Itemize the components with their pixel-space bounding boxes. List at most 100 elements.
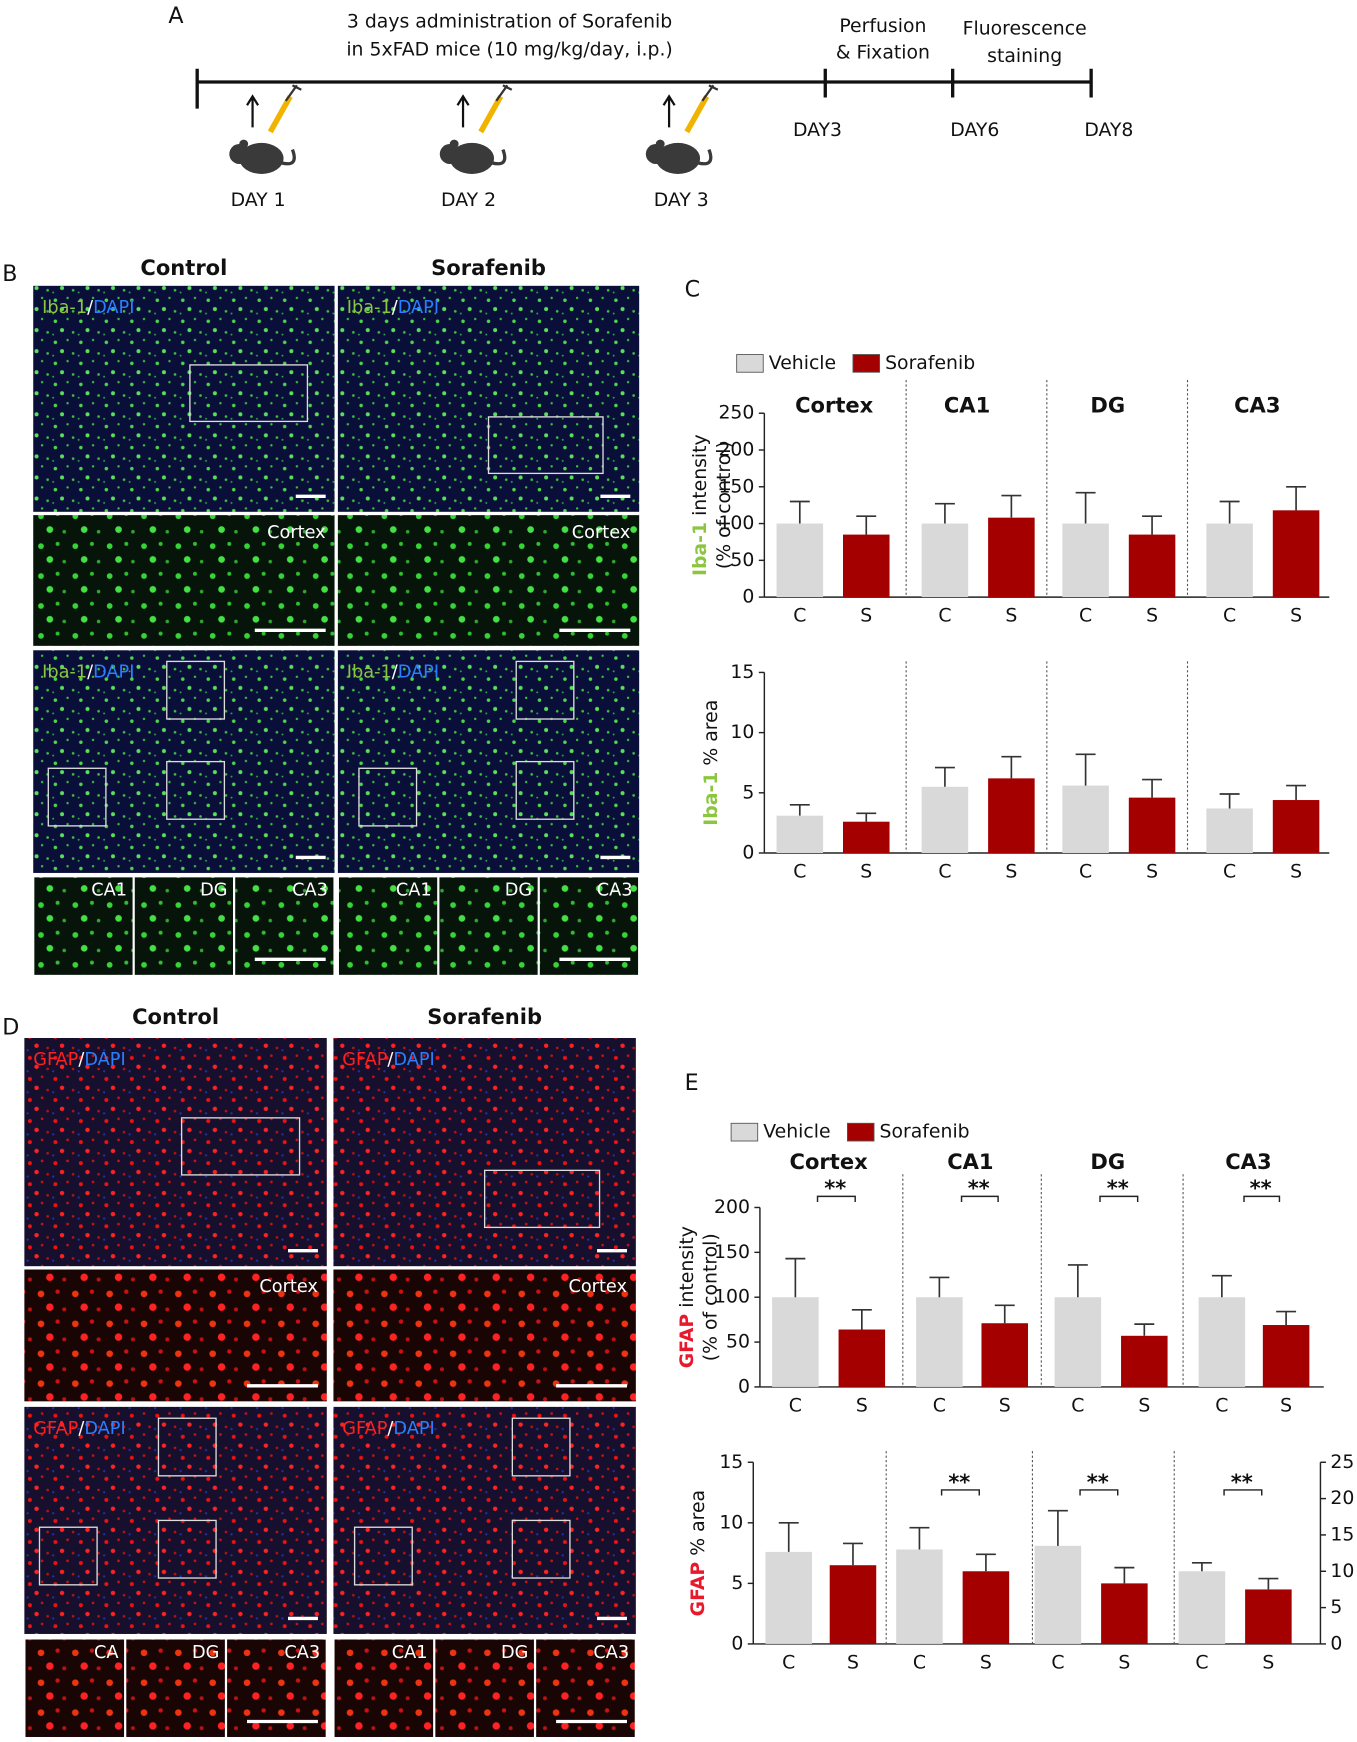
region-title: Cortex bbox=[795, 393, 874, 418]
bar bbox=[843, 821, 890, 853]
significance-bracket bbox=[1099, 1195, 1139, 1202]
region-label: CA1 bbox=[392, 1643, 428, 1663]
region-title: CA1 bbox=[944, 393, 990, 418]
error-bar bbox=[856, 515, 877, 535]
legend-label: Sorafenib bbox=[880, 1122, 970, 1143]
x-tick-label: C bbox=[1223, 861, 1236, 882]
caption: 3 days administration of Sorafenib bbox=[347, 12, 672, 33]
inset-box bbox=[515, 660, 575, 720]
bar bbox=[829, 1565, 877, 1644]
mouse-icon bbox=[229, 85, 301, 174]
stain-label: GFAP/DAPI bbox=[33, 1050, 125, 1070]
bar bbox=[838, 1329, 886, 1387]
x-tick-label: C bbox=[938, 605, 951, 626]
region-label: Cortex bbox=[568, 1277, 627, 1297]
x-tick-label: C bbox=[1051, 1652, 1064, 1673]
y-tick-label: 0 bbox=[738, 1376, 750, 1397]
inset-box bbox=[189, 364, 309, 423]
error-bar bbox=[909, 1526, 930, 1550]
y-axis-label: (% of control) bbox=[701, 1233, 722, 1361]
bar bbox=[1128, 797, 1176, 853]
label-part: DAPI bbox=[398, 662, 439, 682]
y-tick-label: 50 bbox=[730, 550, 754, 571]
error-bar bbox=[1191, 1561, 1212, 1572]
x-tick-label: C bbox=[1079, 861, 1092, 882]
x-tick-label: C bbox=[1223, 605, 1236, 626]
inset-box bbox=[483, 1169, 601, 1229]
micrograph bbox=[126, 1639, 225, 1737]
y-tick-label: 100 bbox=[718, 513, 754, 534]
bar bbox=[981, 1323, 1028, 1387]
error-bar bbox=[1276, 1310, 1297, 1326]
micrograph bbox=[24, 1269, 327, 1402]
legend-swatch bbox=[852, 354, 881, 373]
inset-box bbox=[353, 1526, 413, 1586]
micrograph bbox=[337, 285, 640, 512]
label-part: DAPI bbox=[93, 662, 134, 682]
x-tick-label: C bbox=[1195, 1652, 1208, 1673]
region-title: DG bbox=[1090, 393, 1125, 418]
y-tick-label: 10 bbox=[719, 1512, 743, 1533]
y-tick-label: 200 bbox=[714, 1197, 750, 1218]
event-label: staining bbox=[987, 46, 1062, 67]
micrograph bbox=[337, 650, 640, 873]
error-bar bbox=[1075, 491, 1096, 524]
significance-bracket bbox=[960, 1195, 999, 1202]
region-label: DG bbox=[192, 1643, 219, 1663]
mouse-icon bbox=[440, 85, 512, 174]
stain-label: GFAP/DAPI bbox=[33, 1419, 125, 1439]
label-part: Iba-1 bbox=[347, 298, 392, 318]
day-label: DAY6 bbox=[950, 120, 999, 141]
significance-label: ** bbox=[1087, 1469, 1109, 1494]
x-tick-label: C bbox=[913, 1652, 926, 1673]
label-part: GFAP bbox=[342, 1050, 387, 1070]
label-part: / bbox=[387, 1050, 393, 1070]
micrograph bbox=[333, 1269, 636, 1402]
bar bbox=[772, 1297, 819, 1387]
x-tick-label: S bbox=[1290, 861, 1302, 882]
micrograph bbox=[33, 515, 335, 646]
y-tick-label: 5 bbox=[742, 782, 754, 803]
error-bar bbox=[1067, 1264, 1088, 1298]
significance-bracket bbox=[1223, 1489, 1263, 1496]
bar bbox=[1128, 534, 1176, 598]
inset-box bbox=[166, 660, 226, 720]
label-part: DAPI bbox=[393, 1419, 434, 1439]
region-title: CA3 bbox=[1234, 393, 1280, 418]
significance-label: ** bbox=[1107, 1176, 1129, 1201]
error-bar bbox=[1211, 1274, 1232, 1298]
mouse-icon bbox=[646, 85, 718, 174]
y2-tick-label: 25 bbox=[1330, 1452, 1354, 1473]
condition-title: Control bbox=[132, 1004, 219, 1029]
timeline: 3 days administration of Sorafenib in 5x… bbox=[195, 12, 1133, 211]
region-label: CA3 bbox=[292, 881, 328, 901]
x-tick-label: C bbox=[1071, 1395, 1084, 1416]
bar bbox=[776, 815, 824, 853]
label-part: GFAP bbox=[687, 1562, 708, 1617]
x-tick-label: S bbox=[1280, 1395, 1292, 1416]
bar bbox=[921, 523, 969, 598]
legend-label: Sorafenib bbox=[885, 353, 975, 374]
micrograph bbox=[435, 1639, 534, 1737]
legend-swatch bbox=[736, 354, 764, 373]
region-label: CA3 bbox=[593, 1643, 629, 1663]
x-tick-label: S bbox=[856, 1395, 868, 1416]
error-bar bbox=[1075, 753, 1096, 786]
inset-box bbox=[47, 767, 107, 827]
x-tick-label: C bbox=[793, 605, 806, 626]
micrograph bbox=[334, 1639, 434, 1737]
significance-bracket bbox=[1243, 1195, 1281, 1202]
error-bar bbox=[843, 1542, 863, 1566]
x-tick-label: S bbox=[980, 1652, 992, 1673]
bar bbox=[1198, 1297, 1246, 1387]
error-bar bbox=[1134, 1323, 1155, 1336]
event-label: Perfusion bbox=[839, 16, 926, 37]
micrograph bbox=[338, 877, 438, 975]
y-axis-label: Iba-1 intensity bbox=[690, 434, 711, 576]
bar bbox=[1272, 800, 1320, 853]
region-title: Cortex bbox=[790, 1149, 869, 1174]
day-label: DAY 1 bbox=[231, 190, 286, 211]
y-tick-label: 150 bbox=[714, 1242, 750, 1263]
error-bar bbox=[851, 1308, 872, 1330]
region-title: DG bbox=[1090, 1149, 1125, 1174]
